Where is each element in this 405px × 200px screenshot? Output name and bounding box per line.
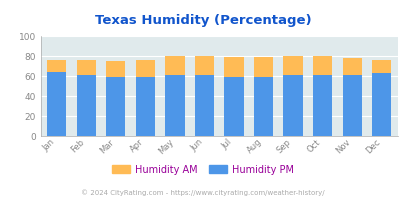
Text: © 2024 CityRating.com - https://www.cityrating.com/weather-history/: © 2024 CityRating.com - https://www.city… [81, 189, 324, 196]
Bar [136, 77, 155, 136]
Bar [194, 75, 213, 136]
Bar [253, 77, 273, 136]
Legend: Humidity AM, Humidity PM: Humidity AM, Humidity PM [108, 161, 297, 179]
Bar [47, 60, 66, 72]
Bar [312, 75, 331, 136]
Bar [283, 56, 302, 75]
Bar [47, 72, 66, 136]
Bar [165, 75, 184, 136]
Bar [371, 60, 390, 73]
Bar [77, 75, 96, 136]
Bar [342, 75, 361, 136]
Bar [136, 60, 155, 77]
Bar [224, 77, 243, 136]
Bar [194, 56, 213, 75]
Text: Texas Humidity (Percentage): Texas Humidity (Percentage) [94, 14, 311, 27]
Bar [371, 73, 390, 136]
Bar [283, 75, 302, 136]
Bar [77, 60, 96, 75]
Bar [106, 61, 125, 77]
Bar [253, 57, 273, 77]
Bar [342, 58, 361, 75]
Bar [224, 57, 243, 77]
Bar [106, 77, 125, 136]
Bar [312, 56, 331, 75]
Bar [165, 56, 184, 75]
